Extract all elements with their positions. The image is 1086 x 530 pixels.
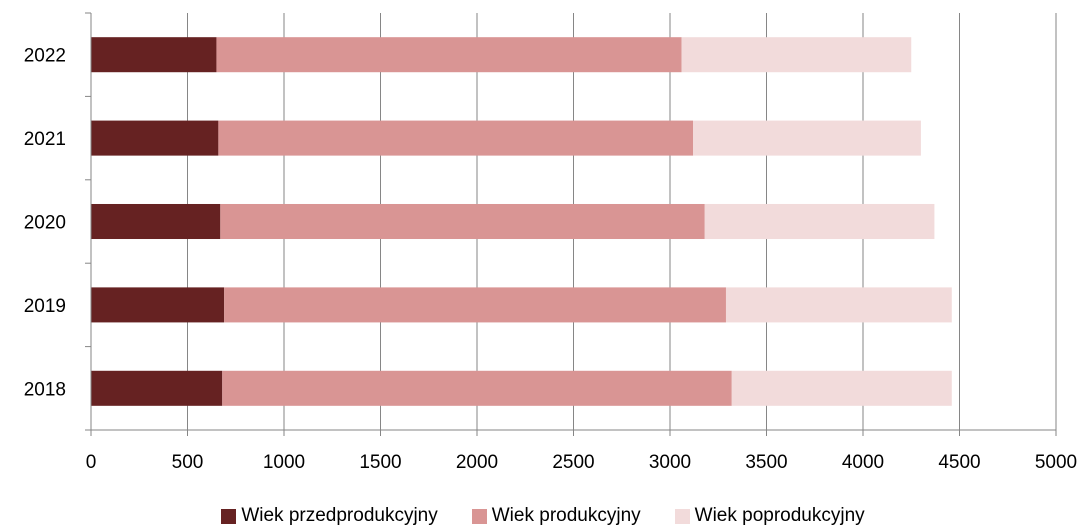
x-tick-label: 4500 [938, 452, 980, 473]
x-tick-label: 3000 [649, 452, 691, 473]
category-label: 2022 [24, 46, 66, 67]
x-tick-label: 2500 [552, 452, 594, 473]
category-label: 2021 [24, 129, 66, 150]
bar-segment [216, 37, 682, 73]
x-tick-label: 0 [86, 452, 97, 473]
category-label: 2020 [24, 213, 66, 234]
x-tick-label: 4000 [842, 452, 884, 473]
bar-segment [220, 203, 705, 240]
bar-segment [91, 120, 219, 156]
legend-label: Wiek produkcyjny [491, 505, 641, 526]
bar-segment [91, 37, 217, 73]
legend-item-poprodukcyjny: Wiek poprodukcyjny [674, 505, 865, 527]
x-tick-label: 2000 [456, 452, 498, 473]
bar-segment [704, 203, 935, 240]
bar-segment [725, 287, 952, 323]
x-tick-label: 3500 [745, 452, 787, 473]
x-tick-label: 1000 [263, 452, 305, 473]
legend-swatch [471, 508, 487, 524]
bar-segment [693, 120, 921, 156]
category-label: 2018 [24, 379, 66, 400]
category-labels: 2022 2021 2020 2019 2018 [24, 46, 66, 401]
bar-segment [218, 120, 694, 156]
bar-segment [91, 203, 221, 240]
category-label: 2019 [24, 296, 66, 317]
legend-label: Wiek przedprodukcyjny [241, 505, 438, 526]
x-tick-label: 500 [172, 452, 204, 473]
x-tick-labels: 0 500 1000 1500 2000 2500 3000 3500 4000 4500 5000 [86, 452, 1077, 473]
x-tick-label: 1500 [359, 452, 401, 473]
legend-swatch [674, 508, 690, 524]
x-tick-label: 5000 [1035, 452, 1077, 473]
bar-segment [222, 370, 732, 406]
bar-segment [681, 37, 912, 73]
bar-segment [224, 287, 726, 323]
legend-item-przedprodukcyjny: Wiek przedprodukcyjny [221, 505, 438, 527]
bar-segment [91, 287, 225, 323]
bar-segment [731, 370, 952, 406]
axes [85, 12, 1057, 436]
legend: Wiek przedprodukcyjny Wiek produkcyjny W… [0, 505, 1086, 527]
legend-item-produkcyjny: Wiek produkcyjny [471, 505, 641, 527]
bars [91, 37, 952, 406]
legend-swatch [221, 508, 237, 524]
legend-label: Wiek poprodukcyjny [694, 505, 865, 526]
bar-segment [91, 370, 223, 406]
chart-area: 2022 2021 2020 2019 2018 0 500 1000 1500 2000 250… [24, 12, 1077, 473]
